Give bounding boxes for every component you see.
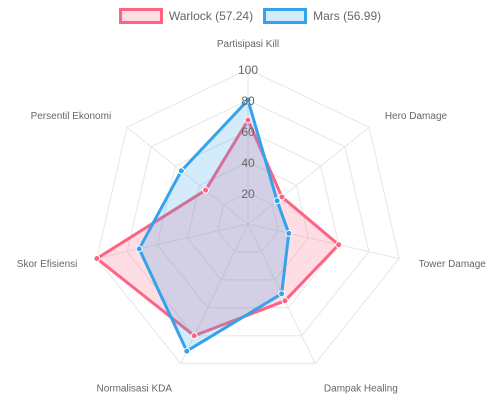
data-point-s1-0	[244, 96, 252, 104]
data-point-s0-1	[278, 193, 286, 201]
r-tick-label: 100	[238, 63, 258, 77]
data-point-s1-3	[278, 290, 286, 298]
grid-ring-4	[126, 99, 370, 337]
grid-ring-5	[96, 68, 400, 365]
data-point-s0-6	[202, 186, 210, 194]
r-tick-label: 20	[241, 187, 255, 201]
legend-item-warlock[interactable]: Warlock (57.24)	[118, 8, 254, 24]
legend: Warlock (57.24) Mars (56.99)	[0, 6, 500, 26]
category-label: Normalisasi KDA	[96, 384, 172, 395]
data-point-s0-2	[335, 241, 343, 249]
legend-swatch-mars	[263, 8, 308, 24]
data-point-s0-0	[244, 116, 252, 124]
data-point-s0-4	[190, 332, 198, 340]
data-point-s1-6	[177, 167, 185, 175]
grid-ring-1	[217, 192, 279, 253]
legend-label-warlock: Warlock (57.24)	[168, 9, 254, 23]
r-tick-label: 40	[241, 156, 255, 170]
category-label: Hero Damage	[385, 111, 448, 122]
category-label: Persentil Ekonomi	[31, 111, 112, 122]
legend-label-mars: Mars (56.99)	[313, 9, 382, 23]
category-label: Skor Efisiensi	[17, 259, 78, 270]
spoke-2	[247, 223, 400, 259]
data-point-s1-1	[273, 197, 281, 205]
legend-swatch-warlock	[118, 8, 163, 24]
series-area-1	[137, 98, 291, 353]
r-tick-label: 80	[241, 94, 255, 108]
spoke-1	[247, 126, 370, 225]
data-point-s1-2	[285, 229, 293, 237]
spoke-6	[126, 126, 249, 225]
data-point-s1-5	[135, 245, 143, 253]
data-point-s1-4	[183, 347, 191, 355]
grid-ring-3	[156, 130, 340, 309]
category-label: Partisipasi Kill	[217, 39, 279, 50]
spoke-5	[96, 223, 249, 259]
r-tick-label: 60	[241, 125, 255, 139]
data-point-s0-3	[281, 297, 289, 305]
data-point-s0-5	[93, 254, 101, 262]
legend-item-mars[interactable]: Mars (56.99)	[263, 8, 381, 24]
category-label: Tower Damage	[419, 259, 487, 270]
category-label: Dampak Healing	[324, 384, 398, 395]
spoke-4	[180, 223, 249, 364]
